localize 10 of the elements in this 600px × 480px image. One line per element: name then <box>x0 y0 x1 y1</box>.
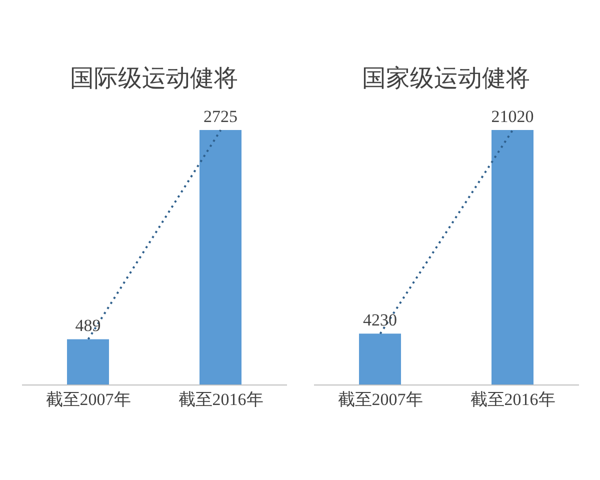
chart-title: 国家级运动健将 <box>361 64 531 94</box>
x-tick-label: 截至2016年 <box>178 390 263 410</box>
chart-title: 国际级运动健将 <box>69 65 239 94</box>
x-tick-label: 截至2007年 <box>337 390 422 410</box>
data-label: 489 <box>74 316 100 336</box>
x-tick-label: 截至2016年 <box>470 390 555 410</box>
data-label: 4230 <box>362 310 396 330</box>
data-label: 21020 <box>490 107 534 126</box>
data-label: 2725 <box>203 107 237 126</box>
x-tick-label: 截至2007年 <box>45 390 130 410</box>
